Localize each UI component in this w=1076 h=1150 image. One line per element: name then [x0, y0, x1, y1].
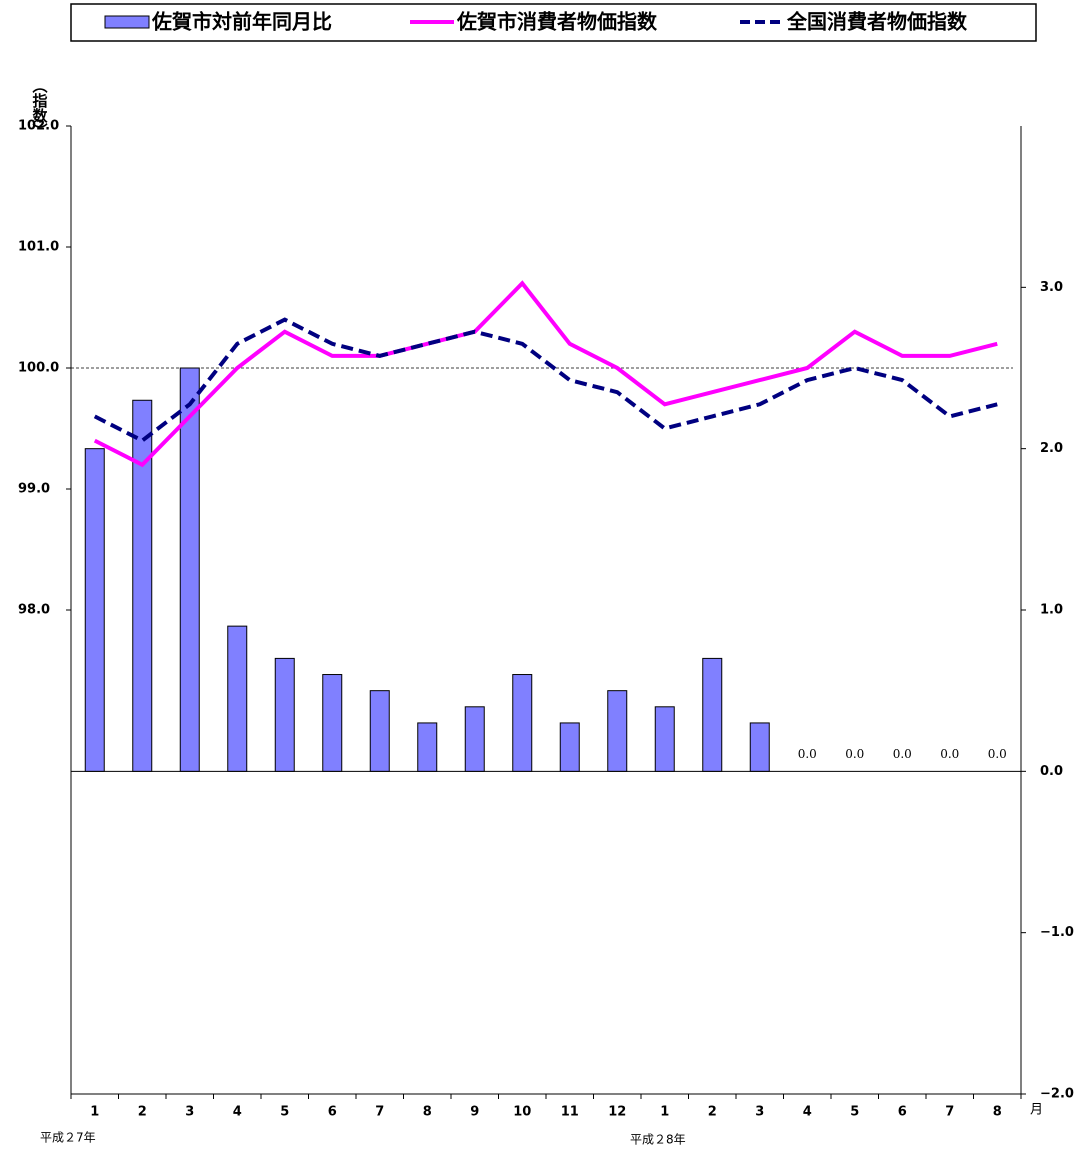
y-tick-label: 101.0 [18, 240, 59, 255]
x-unit-label: 月 [1030, 1103, 1043, 1118]
x-tick-label: 7 [375, 1105, 384, 1120]
y2-tick-label: −2.0 [1040, 1087, 1074, 1102]
x-tick-label: 10 [513, 1105, 531, 1120]
y2-tick-label: 2.0 [1040, 441, 1063, 456]
bar [84, 448, 105, 772]
x-tick-label: 5 [850, 1105, 859, 1120]
y-tick-label: 100.0 [18, 361, 59, 376]
y-axis-label: （指数） [31, 78, 49, 138]
line [93, 280, 998, 468]
y2-tick-label: 0.0 [1040, 764, 1063, 779]
x-tick-label: 11 [561, 1105, 579, 1120]
y-tick-label: 98.0 [18, 603, 50, 618]
x-tick-label: 1 [90, 1105, 99, 1120]
x-tick-label: 2 [708, 1105, 717, 1120]
bar [512, 674, 533, 772]
bar [369, 690, 390, 772]
value-label: 0.0 [988, 747, 1007, 761]
x-tick-label: 2 [138, 1105, 147, 1120]
y-tick-label: 99.0 [18, 482, 50, 497]
bar [464, 706, 485, 772]
y2-tick-label: −1.0 [1040, 925, 1074, 940]
bar [702, 657, 723, 772]
x-tick-label: 9 [470, 1105, 479, 1120]
value-label: 0.0 [940, 747, 959, 761]
legend-swatch [104, 15, 150, 29]
year-label: 平成２7年 [40, 1131, 96, 1145]
x-tick-label: 3 [755, 1105, 764, 1120]
bar [417, 722, 438, 772]
bar [227, 625, 248, 772]
legend-box [70, 3, 1037, 42]
y-tick-label: 102.0 [18, 119, 59, 134]
year-label: 平成２8年 [630, 1133, 686, 1147]
value-label: 0.0 [893, 747, 912, 761]
x-tick-label: 6 [898, 1105, 907, 1120]
legend-label: 佐賀市消費者物価指数 [456, 10, 658, 34]
value-label: 0.0 [798, 747, 817, 761]
y2-tick-label: 1.0 [1040, 603, 1063, 618]
x-tick-label: 1 [660, 1105, 669, 1120]
x-tick-label: 12 [608, 1105, 626, 1120]
bar [749, 722, 770, 772]
bar [132, 399, 153, 772]
x-tick-label: 8 [993, 1105, 1002, 1120]
x-tick-label: 3 [185, 1105, 194, 1120]
value-label: 0.0 [845, 747, 864, 761]
bar [322, 674, 343, 772]
x-tick-label: 4 [233, 1105, 242, 1120]
legend-label: 全国消費者物価指数 [786, 10, 968, 34]
bar [559, 722, 580, 772]
bar [179, 367, 200, 772]
bar [654, 706, 675, 772]
y2-tick-label: 3.0 [1040, 280, 1063, 295]
x-tick-label: 8 [423, 1105, 432, 1120]
x-tick-label: 6 [328, 1105, 337, 1120]
bar [607, 690, 628, 772]
x-tick-label: 5 [280, 1105, 289, 1120]
x-tick-label: 7 [945, 1105, 954, 1120]
legend-label: 佐賀市対前年同月比 [151, 10, 332, 34]
x-tick-label: 4 [803, 1105, 812, 1120]
bar [274, 657, 295, 772]
line [93, 317, 998, 443]
